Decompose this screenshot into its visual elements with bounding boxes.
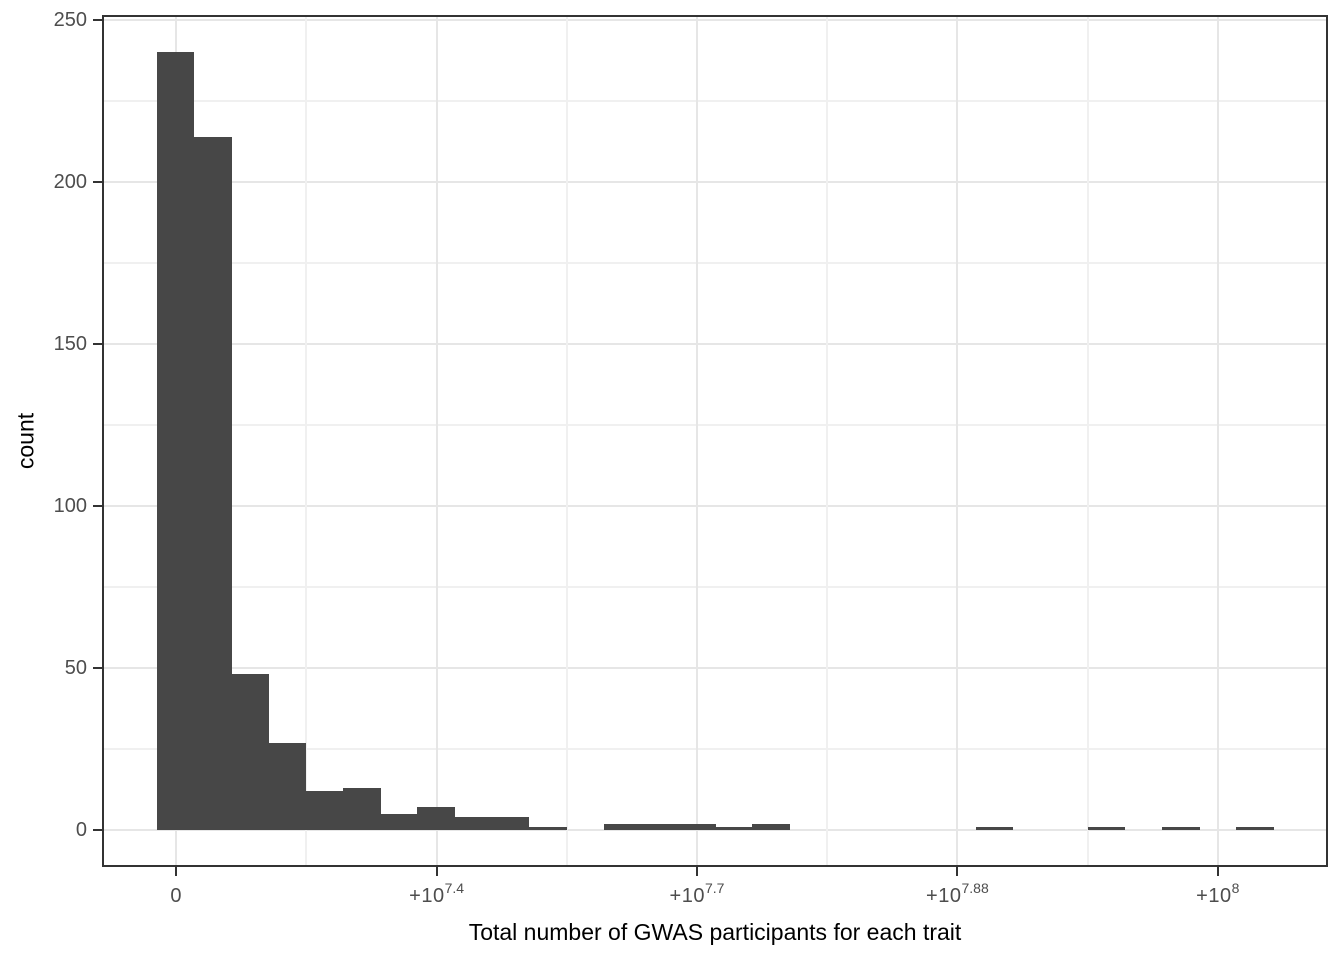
- x-tick-exponent: 8: [1231, 880, 1240, 896]
- y-tick-label: 150: [53, 333, 87, 355]
- gridline-horizontal-major: [102, 343, 1328, 345]
- histogram-bar: [380, 813, 418, 830]
- gridline-vertical-major: [1216, 15, 1219, 867]
- x-tick-base: +10: [669, 885, 705, 907]
- y-tick-label: 200: [53, 171, 87, 193]
- y-tick-label: 100: [53, 495, 87, 517]
- x-tick-label: +107.4: [409, 881, 464, 907]
- histogram-bar: [1236, 826, 1275, 830]
- gridline-vertical-minor: [305, 15, 308, 867]
- y-tick-mark: [93, 667, 102, 669]
- histogram-bar: [603, 823, 642, 830]
- y-tick-mark: [93, 829, 102, 831]
- histogram-bar: [454, 817, 493, 830]
- histogram-bar: [417, 807, 456, 830]
- y-tick-mark: [93, 181, 102, 183]
- histogram-bar: [975, 826, 1014, 830]
- histogram-bar: [305, 791, 344, 830]
- x-tick-exponent: 7.7: [704, 880, 725, 896]
- x-tick-mark: [435, 867, 438, 876]
- x-tick-exponent: 7.88: [961, 880, 989, 896]
- x-tick-label: +107.7: [669, 881, 725, 907]
- histogram-bar: [1087, 826, 1126, 830]
- histogram-bar: [342, 787, 381, 830]
- histogram-bar: [715, 826, 753, 830]
- histogram-bar: [194, 136, 232, 830]
- x-tick-base: +10: [1196, 885, 1232, 907]
- histogram-bar: [640, 823, 679, 830]
- histogram-bar: [1162, 826, 1200, 830]
- x-tick-label: 0: [170, 886, 182, 906]
- gridline-horizontal-minor: [102, 748, 1328, 750]
- histogram-bar: [491, 817, 530, 830]
- y-tick-label: 50: [64, 657, 87, 679]
- y-tick-mark: [93, 505, 102, 507]
- gridline-horizontal-minor: [102, 586, 1328, 588]
- x-tick-mark: [1216, 867, 1219, 876]
- gridline-vertical-minor: [1086, 15, 1089, 867]
- x-tick-mark: [175, 867, 178, 876]
- y-tick-label: 0: [75, 819, 87, 841]
- x-tick-label: +108: [1196, 881, 1239, 907]
- gridline-vertical-minor: [565, 15, 568, 867]
- x-tick-base: +10: [409, 885, 445, 907]
- histogram-bar: [268, 742, 307, 830]
- y-tick-mark: [93, 343, 102, 345]
- x-tick-base: +10: [926, 885, 962, 907]
- gridline-horizontal-major: [102, 19, 1328, 21]
- gridline-horizontal-minor: [102, 424, 1328, 426]
- gridline-horizontal-major: [102, 667, 1328, 669]
- x-axis-title: Total number of GWAS participants for ea…: [468, 919, 962, 945]
- x-tick-mark: [696, 867, 698, 876]
- gridline-horizontal-major: [102, 829, 1328, 831]
- histogram-bar: [678, 823, 716, 830]
- histogram-bar: [752, 823, 791, 830]
- histogram-bar: [231, 674, 269, 830]
- x-tick-mark: [956, 867, 959, 876]
- gridline-vertical-major: [696, 15, 698, 867]
- histogram-bar: [529, 826, 567, 830]
- gridline-vertical-major: [435, 15, 438, 867]
- histogram-bar: [156, 52, 195, 830]
- plot-panel: [102, 15, 1328, 867]
- x-tick-label: +107.88: [926, 881, 989, 907]
- x-tick-base: 0: [170, 885, 182, 907]
- gridline-horizontal-major: [102, 181, 1328, 183]
- gridline-horizontal-minor: [102, 262, 1328, 264]
- x-tick-exponent: 7.4: [444, 880, 465, 896]
- gridline-vertical-minor: [826, 15, 829, 867]
- gridline-vertical-major: [956, 15, 959, 867]
- y-tick-label: 250: [53, 9, 87, 31]
- y-axis-title: count: [12, 412, 39, 470]
- y-tick-mark: [93, 19, 102, 21]
- gridline-horizontal-major: [102, 505, 1328, 507]
- gridline-horizontal-minor: [102, 100, 1328, 102]
